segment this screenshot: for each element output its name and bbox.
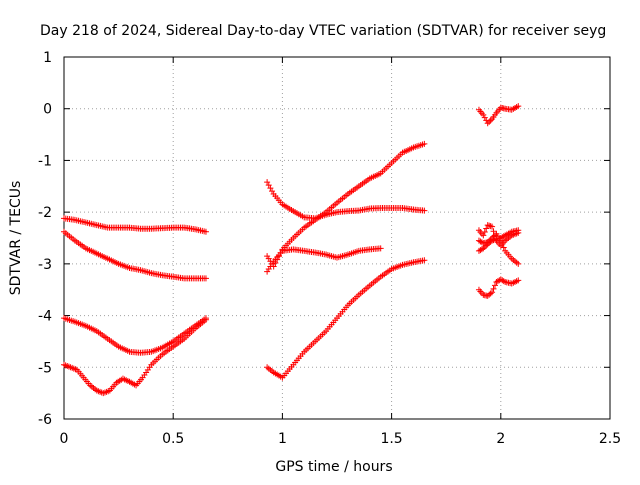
data-point [484, 120, 491, 127]
data-series [475, 222, 522, 249]
data-point [487, 223, 494, 230]
y-tick-label: -5 [38, 360, 52, 376]
data-point [202, 228, 209, 235]
data-series [475, 230, 522, 267]
data-point [202, 316, 209, 323]
data-point [489, 223, 496, 230]
data-point [515, 277, 522, 284]
data-point [489, 235, 496, 241]
data-point [484, 222, 491, 229]
x-axis-label: GPS time / hours [275, 459, 392, 475]
x-tick-label: 0 [60, 431, 69, 447]
data-point [515, 260, 522, 267]
data-point [491, 232, 498, 239]
data-point [421, 207, 428, 214]
data-point [515, 227, 522, 234]
data-point [515, 103, 522, 110]
data-point [487, 117, 494, 124]
data-point [480, 111, 487, 118]
data-point [421, 257, 428, 264]
x-tick-label: 1 [278, 431, 287, 447]
data-series [61, 316, 209, 397]
y-axis-label: SDTVAR / TECUs [8, 181, 24, 296]
data-point [489, 289, 496, 296]
data-point [480, 245, 487, 252]
data-series [264, 245, 384, 275]
data-point [377, 245, 384, 252]
data-point [490, 285, 497, 292]
axis-ticks: 0 0.5 1 1.5 2 2.5 1 0 -1 -2 -3 -4 -5 -6 [38, 50, 621, 447]
data-series [61, 215, 209, 235]
data-point [486, 237, 493, 244]
data-series [264, 179, 428, 222]
x-tick-label: 2.5 [599, 431, 621, 447]
data-point [500, 233, 507, 240]
data-points [61, 103, 522, 397]
x-tick-label: 1.5 [380, 431, 402, 447]
plot-frame [63, 56, 611, 420]
data-series [264, 257, 428, 381]
data-point [487, 290, 494, 297]
x-tick-label: 2 [496, 431, 505, 447]
y-tick-label: 1 [43, 50, 52, 66]
data-point [491, 282, 498, 289]
x-tick-label: 0.5 [162, 431, 184, 447]
data-point [499, 241, 506, 248]
data-series [61, 315, 209, 356]
data-series [475, 103, 522, 127]
data-point [490, 233, 497, 240]
data-point [483, 225, 490, 232]
data-point [487, 236, 494, 243]
data-series [475, 276, 522, 299]
y-tick-label: -3 [38, 257, 52, 273]
data-point [421, 140, 428, 147]
grid [64, 57, 610, 419]
data-point [202, 275, 209, 282]
y-tick-label: -4 [38, 309, 52, 325]
data-point [480, 232, 487, 239]
y-tick-label: -1 [38, 153, 52, 169]
chart-title: Day 218 of 2024, Sidereal Day-to-day VTE… [40, 23, 606, 39]
data-point [490, 228, 497, 235]
data-point [500, 244, 507, 251]
data-point [486, 118, 493, 125]
y-tick-label: -6 [38, 412, 52, 428]
data-series [264, 140, 428, 270]
data-point [481, 114, 488, 121]
data-point [484, 239, 491, 246]
data-point [481, 228, 488, 235]
data-point [500, 278, 507, 285]
y-tick-label: -2 [38, 205, 52, 221]
data-series [61, 228, 209, 282]
data-point [486, 222, 493, 229]
data-point [497, 237, 504, 244]
y-tick-label: 0 [43, 102, 52, 118]
